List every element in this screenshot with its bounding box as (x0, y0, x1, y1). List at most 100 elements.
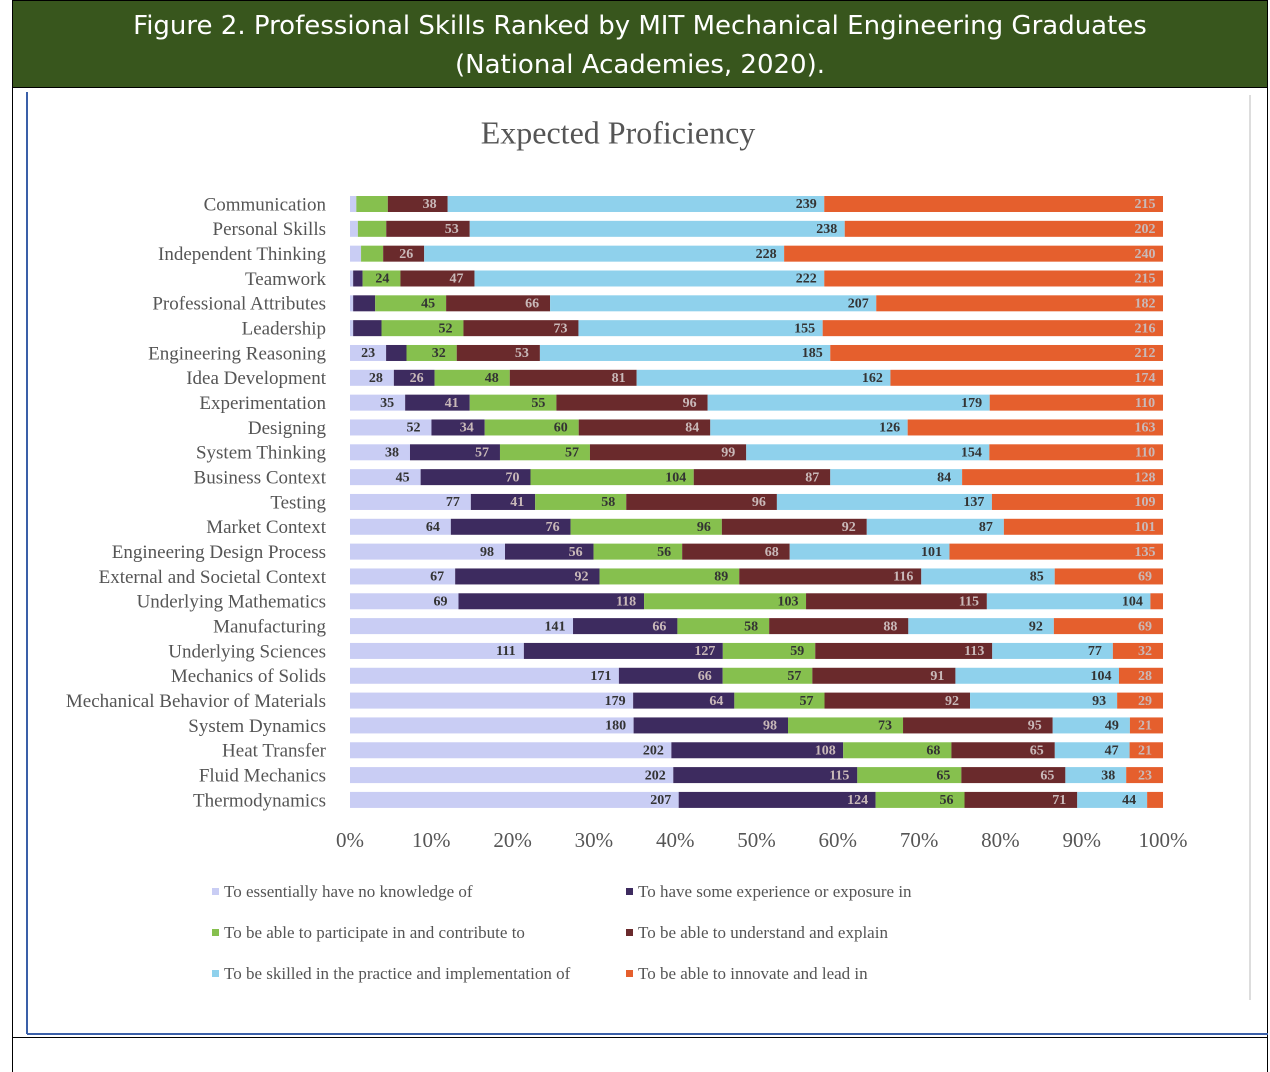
bar-segment (951, 742, 1055, 759)
bar-segment (573, 618, 678, 635)
bar-segment (784, 245, 1163, 262)
bar-segment (989, 444, 1163, 461)
bar-segment (824, 196, 1163, 212)
bar-segment (499, 444, 590, 461)
bar-segment (386, 344, 407, 361)
bar-segment (353, 295, 376, 312)
data-label: 81 (612, 371, 626, 386)
bar-segment (1053, 618, 1163, 635)
data-label: 24 (375, 272, 389, 287)
data-label: 92 (945, 694, 959, 709)
bar-segment (843, 742, 952, 759)
data-label: 77 (1088, 644, 1102, 659)
y-tick-label: Manufacturing (213, 616, 326, 637)
data-label: 47 (449, 272, 463, 287)
footer-box (12, 1037, 1268, 1072)
bar-segment (824, 692, 971, 709)
bar-segment (350, 394, 406, 411)
data-label: 84 (937, 470, 951, 485)
data-label: 49 (1105, 719, 1119, 734)
data-label: 35 (380, 396, 394, 411)
y-tick-label: System Dynamics (188, 716, 326, 737)
data-label: 32 (432, 346, 446, 361)
bar-segment (361, 245, 384, 262)
x-tick-label: 100% (1139, 828, 1188, 852)
x-tick-label: 40% (656, 828, 695, 852)
x-tick-label: 20% (493, 828, 532, 852)
data-label: 48 (485, 371, 499, 386)
bar-segment (458, 593, 645, 610)
x-tick-label: 10% (412, 828, 451, 852)
bar-segment (734, 692, 825, 709)
bar-segment (866, 518, 1004, 535)
bar-segment (707, 394, 990, 411)
data-label: 127 (694, 644, 715, 659)
bar-segment (393, 369, 435, 386)
data-label: 59 (790, 644, 804, 659)
data-label: 104 (1122, 594, 1143, 609)
data-label: 163 (1135, 421, 1156, 436)
y-tick-label: Teamwork (245, 269, 326, 290)
x-tick-label: 80% (981, 828, 1020, 852)
bar-segment (383, 245, 425, 262)
bar-segment (1112, 642, 1163, 659)
data-label: 65 (1030, 743, 1044, 758)
bar-segment (350, 245, 362, 262)
bar-segment (722, 642, 816, 659)
data-label: 182 (1135, 297, 1156, 312)
bar-segment (1126, 767, 1163, 784)
data-label: 53 (445, 222, 459, 237)
data-label: 238 (816, 222, 837, 237)
bar-segment (350, 791, 679, 808)
bar-segment (857, 767, 962, 784)
data-label: 21 (1138, 719, 1152, 734)
bar-segment (812, 667, 956, 684)
bar-segment (739, 568, 922, 585)
bar-segment (362, 270, 401, 287)
y-tick-label: Mechanics of Solids (171, 666, 326, 687)
bar-segment (505, 543, 594, 560)
bar-segment (907, 419, 1163, 436)
data-label: 53 (515, 346, 529, 361)
data-label: 128 (1135, 470, 1156, 485)
data-label: 104 (1090, 669, 1111, 684)
data-label: 45 (421, 297, 435, 312)
y-tick-label: Idea Development (186, 368, 327, 389)
data-label: 135 (1135, 545, 1156, 560)
bar-segment (530, 469, 694, 486)
bar-segment (356, 196, 388, 212)
bar-segment (509, 369, 637, 386)
data-label: 92 (842, 520, 856, 535)
data-label: 41 (445, 396, 459, 411)
data-label: 92 (1029, 619, 1043, 634)
bar-segment (618, 667, 723, 684)
data-label: 118 (616, 594, 636, 609)
x-tick-label: 70% (900, 828, 939, 852)
data-label: 110 (1135, 446, 1155, 461)
data-label: 57 (800, 694, 814, 709)
data-label: 56 (940, 793, 954, 808)
bar-segment (722, 667, 813, 684)
data-label: 38 (1101, 768, 1115, 783)
bar-segment (903, 717, 1053, 734)
data-label: 44 (1122, 793, 1136, 808)
bar-segment (350, 667, 619, 684)
data-label: 38 (385, 446, 399, 461)
bar-segment (815, 642, 993, 659)
chart: Expected Proficiency 0% 10% 20% 30% 40% 50% 60… (26, 92, 1268, 1035)
bar-segment (578, 320, 823, 337)
data-label: 88 (883, 619, 897, 634)
data-label: 104 (665, 470, 686, 485)
data-label: 99 (721, 446, 735, 461)
bar-segment (1003, 518, 1163, 535)
data-label: 65 (1040, 768, 1054, 783)
legend-swatch (212, 970, 219, 977)
data-label: 26 (399, 247, 413, 262)
data-label: 66 (698, 669, 712, 684)
figure-caption: Figure 2. Professional Skills Ranked by … (12, 0, 1268, 88)
bar-segment (991, 493, 1163, 510)
bar-segment (469, 220, 845, 237)
bar-segment (350, 469, 421, 486)
data-label: 45 (396, 470, 410, 485)
bar-segment (400, 270, 475, 287)
